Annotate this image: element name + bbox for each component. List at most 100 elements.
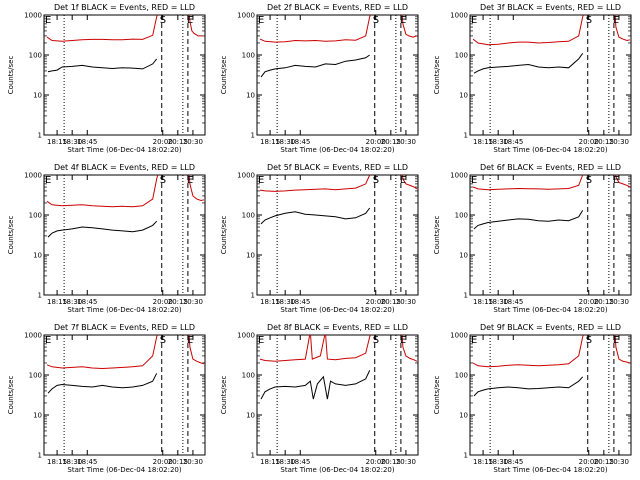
plot-frame — [256, 14, 419, 136]
marker-label: E — [613, 335, 619, 346]
panel-title: Det 7f BLACK = Events, RED = LLD — [54, 323, 195, 332]
marker-label: S — [586, 335, 592, 346]
panel-title: Det 4f BLACK = Events, RED = LLD — [54, 163, 195, 172]
x-tick-label: 20:30 — [609, 298, 629, 306]
panel-title: Det 5f BLACK = Events, RED = LLD — [267, 163, 408, 172]
lld-series-line — [401, 335, 418, 362]
y-tick-label: 10 — [459, 252, 468, 260]
panel-title: Det 9f BLACK = Events, RED = LLD — [480, 323, 621, 332]
marker-label: E — [400, 335, 406, 346]
x-tick-label: 18:30 — [62, 458, 82, 466]
y-tick-label: 1000 — [237, 332, 255, 340]
y-tick-label: 10 — [459, 412, 468, 420]
lld-series-line — [46, 15, 158, 42]
y-tick-label: 1 — [38, 132, 42, 140]
y-tick-label: 1 — [464, 292, 468, 300]
events-series-line — [47, 373, 158, 394]
x-tick-label: 18:30 — [62, 298, 82, 306]
marker-label: S — [373, 335, 379, 346]
series-group — [472, 175, 631, 230]
x-tick-label: 20:00 — [153, 458, 173, 466]
plot-frame — [43, 14, 206, 136]
x-tick-label: 18:15 — [47, 298, 67, 306]
y-tick-label: 1000 — [237, 12, 255, 20]
x-tick-label: 20:15 — [594, 458, 614, 466]
series-group — [259, 175, 418, 225]
y-tick-label: 1000 — [450, 12, 468, 20]
marker-label: E — [400, 175, 406, 186]
x-tick-label: 18:15 — [473, 138, 493, 146]
marker-label: S — [160, 15, 166, 26]
x-tick-label: 18:45 — [503, 458, 523, 466]
y-tick-label: 1000 — [24, 332, 42, 340]
marker-label: S — [373, 15, 379, 26]
y-tick-label: 10 — [459, 92, 468, 100]
detector-panel-4: Det 4f BLACK = Events, RED = LLD 1 10 100 10… — [7, 163, 206, 314]
x-tick-label: 20:00 — [366, 458, 386, 466]
x-tick-label: 20:15 — [594, 298, 614, 306]
plot-frame — [256, 334, 419, 456]
x-tick-label: 18:45 — [290, 298, 310, 306]
lld-series-line — [472, 175, 584, 191]
plot-frame — [43, 174, 206, 296]
x-tick-label: 20:15 — [168, 458, 188, 466]
lld-series-line — [46, 335, 158, 370]
lld-series-line — [401, 15, 418, 38]
y-axis-label: Counts/sec — [7, 56, 15, 95]
x-axis-label: Start Time (06-Dec-04 18:02:20) — [493, 466, 607, 474]
x-tick-label: 18:45 — [77, 298, 97, 306]
x-tick-label: 20:00 — [579, 298, 599, 306]
x-tick-label: 20:00 — [366, 138, 386, 146]
events-series-line — [47, 58, 158, 73]
y-tick-label: 1 — [464, 132, 468, 140]
marker-label: S — [160, 335, 166, 346]
x-tick-label: 20:15 — [594, 138, 614, 146]
marker-label: E — [400, 15, 406, 26]
marker-label: E — [187, 15, 193, 26]
marker-label: E — [613, 15, 619, 26]
lld-series-line — [614, 335, 631, 364]
marker-label: E — [258, 15, 264, 26]
series-group — [259, 335, 418, 400]
x-tick-label: 20:30 — [396, 298, 416, 306]
y-tick-label: 100 — [242, 372, 255, 380]
y-tick-label: 10 — [246, 412, 255, 420]
y-tick-label: 10 — [246, 252, 255, 260]
x-tick-label: 20:15 — [381, 138, 401, 146]
events-series-line — [473, 210, 584, 230]
panel-title: Det 2f BLACK = Events, RED = LLD — [267, 3, 408, 12]
y-tick-label: 1 — [38, 452, 42, 460]
y-tick-label: 100 — [455, 372, 468, 380]
y-tick-label: 1 — [251, 132, 255, 140]
x-tick-label: 20:30 — [396, 138, 416, 146]
marker-label: E — [613, 175, 619, 186]
x-tick-label: 18:45 — [503, 138, 523, 146]
y-tick-label: 1 — [251, 452, 255, 460]
x-tick-label: 18:30 — [275, 458, 295, 466]
lld-series-line — [188, 15, 203, 37]
y-tick-label: 100 — [29, 372, 42, 380]
marker-label: E — [45, 175, 51, 186]
marker-label: E — [187, 175, 193, 186]
x-tick-label: 18:30 — [275, 138, 295, 146]
marker-label: E — [471, 335, 477, 346]
lld-series-line — [472, 15, 584, 46]
events-series-line — [260, 370, 371, 400]
y-axis-label: Counts/sec — [7, 216, 15, 255]
lld-series-line — [46, 175, 159, 208]
y-tick-label: 100 — [242, 212, 255, 220]
lld-series-line — [188, 175, 205, 202]
y-tick-label: 10 — [33, 252, 42, 260]
detector-panel-6: Det 6f BLACK = Events, RED = LLD 1 10 100 10… — [433, 163, 632, 314]
y-tick-label: 100 — [29, 212, 42, 220]
plot-frame — [469, 14, 632, 136]
marker-label: E — [258, 335, 264, 346]
x-tick-label: 20:15 — [381, 298, 401, 306]
x-tick-label: 18:30 — [275, 298, 295, 306]
x-tick-label: 20:15 — [381, 458, 401, 466]
plot-frame — [469, 334, 632, 456]
y-axis-label: Counts/sec — [7, 376, 15, 415]
y-axis-label: Counts/sec — [220, 56, 228, 95]
x-tick-label: 20:15 — [168, 138, 188, 146]
